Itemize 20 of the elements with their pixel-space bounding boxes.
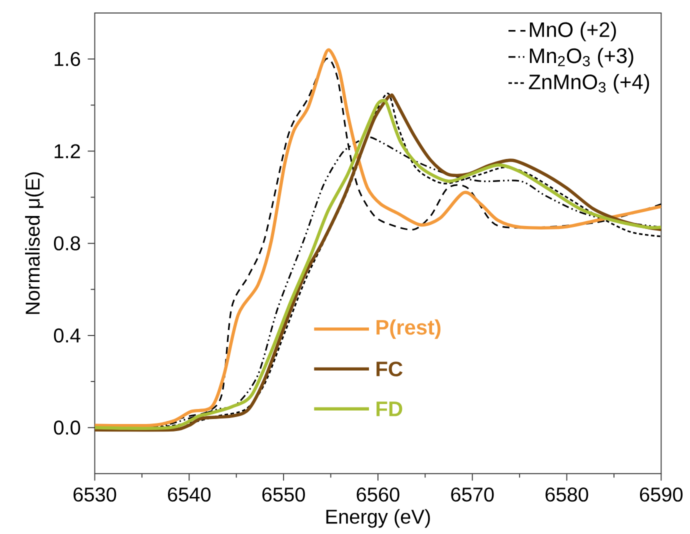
x-tick-label: 6540 [168, 487, 211, 502]
y-tick-label: 0.0 [54, 420, 80, 434]
x-tick-label: 6580 [546, 487, 588, 502]
x-tick-label: 6590 [640, 487, 683, 502]
legend-label: MnO (+2) [530, 22, 616, 42]
y-axis-title: Normalised μ(E) [25, 172, 44, 314]
legend-label: Mn$_{2}$O$_{3}$ (+3) [530, 48, 634, 68]
x-tick-label: 6560 [356, 487, 400, 502]
x-tick-label: 6570 [451, 487, 494, 502]
y-tick-label: 0.8 [54, 236, 80, 250]
legend-label: P(rest) [376, 319, 440, 339]
x-tick-label: 6550 [262, 487, 305, 502]
y-tick-label: 1.6 [54, 52, 80, 66]
x-tick-label: 6530 [74, 487, 116, 502]
legend-label: FC [376, 361, 403, 376]
legend-label: ZnMnO$_{3}$ (+4) [528, 74, 650, 94]
x-axis-title: Energy (eV) [326, 508, 430, 528]
y-tick-label: 0.4 [54, 328, 80, 342]
y-tick-label: 1.2 [54, 144, 80, 158]
legend-label: FD [376, 401, 402, 416]
